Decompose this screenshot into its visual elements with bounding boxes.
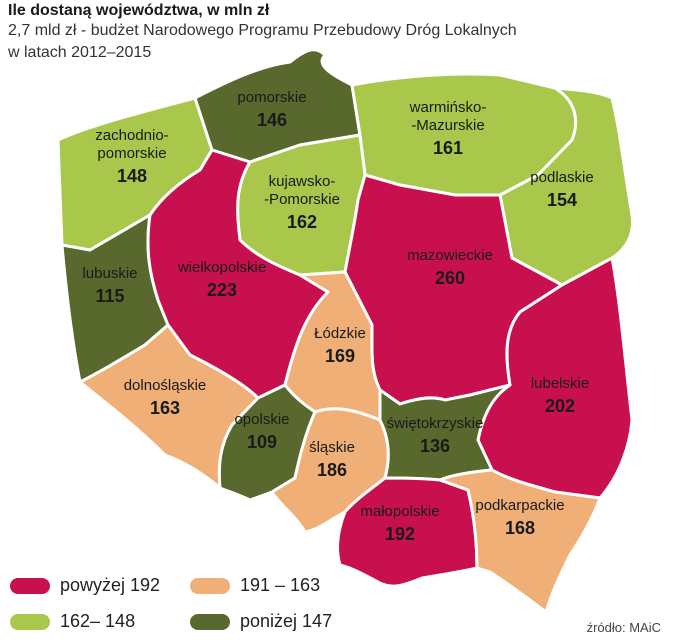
region-name-podkarpackie: podkarpackie [475,497,564,514]
region-value-zachodniopomorskie: 148 [117,166,147,186]
legend-label-lower-mid: 162– 148 [60,611,136,631]
legend-item-low: poniżej 147 [190,611,332,632]
source-note: źródło: MAiC [586,620,661,635]
legend-item-high: powyżej 192 [10,575,160,596]
region-value-kujawsko-pomorskie: 162 [287,212,317,232]
region-value-malopolskie: 192 [385,524,415,544]
region-name-swietokrzyskie: świętokrzyskie [387,415,484,432]
region-name-malopolskie: małopolskie [360,503,439,520]
region-name-zachodniopomorskie: pomorskie [97,145,166,162]
region-name-podlaskie: podlaskie [530,169,593,186]
legend-swatch-low [190,613,230,630]
region-pomorskie [193,48,362,164]
region-value-slaskie: 186 [317,460,347,480]
legend-swatch-upper-mid [190,577,230,594]
region-name-slaskie: śląskie [309,439,355,456]
region-name-warminsko-mazurskie: warmińsko- [409,99,487,116]
region-value-lubelskie: 202 [545,396,575,416]
legend-item-lower-mid: 162– 148 [10,611,135,632]
region-name-zachodniopomorskie: zachodnio- [95,127,168,144]
region-name-pomorskie: pomorskie [237,89,306,106]
legend-swatch-lower-mid [10,613,50,630]
region-name-opolskie: opolskie [234,411,289,428]
region-name-kujawsko-pomorskie: kujawsko- [269,173,336,190]
region-name-lodzkie: Łódzkie [314,325,366,342]
region-name-lubelskie: lubelskie [531,375,589,392]
map-subtitle-line-2: w latach 2012–2015 [8,44,152,61]
region-name-lubuskie: lubuskie [82,265,137,282]
region-name-warminsko-mazurskie: -Mazurskie [411,117,484,134]
region-malopolskie [336,476,479,588]
region-value-pomorskie: 146 [257,110,287,130]
region-podlaskie [498,86,635,287]
region-value-podlaskie: 154 [547,190,577,210]
map-title: Ile dostaną województwa, w mln zł [8,2,270,19]
map-subtitle-line-1: 2,7 mld zł - budżet Narodowego Programu … [8,22,517,39]
region-name-mazowieckie: mazowieckie [407,247,493,264]
region-name-wielkopolskie: wielkopolskie [177,259,266,276]
region-podkarpackie [438,468,602,614]
region-value-swietokrzyskie: 136 [420,436,450,456]
region-value-opolskie: 109 [247,432,277,452]
region-name-kujawsko-pomorskie: -Pomorskie [264,191,340,208]
region-value-lodzkie: 169 [325,346,355,366]
region-value-lubuskie: 115 [95,286,124,306]
region-value-mazowieckie: 260 [435,268,465,288]
region-value-dolnoslaskie: 163 [150,398,180,418]
region-value-warminsko-mazurskie: 161 [433,138,463,158]
region-value-wielkopolskie: 223 [207,280,237,300]
legend-label-low: poniżej 147 [240,611,333,631]
legend-swatch-high [10,577,50,594]
legend-item-upper-mid: 191 – 163 [190,575,320,596]
legend-label-upper-mid: 191 – 163 [240,575,321,595]
region-name-dolnoslaskie: dolnośląskie [124,377,207,394]
legend-label-high: powyżej 192 [60,575,161,595]
region-value-podkarpackie: 168 [505,518,535,538]
